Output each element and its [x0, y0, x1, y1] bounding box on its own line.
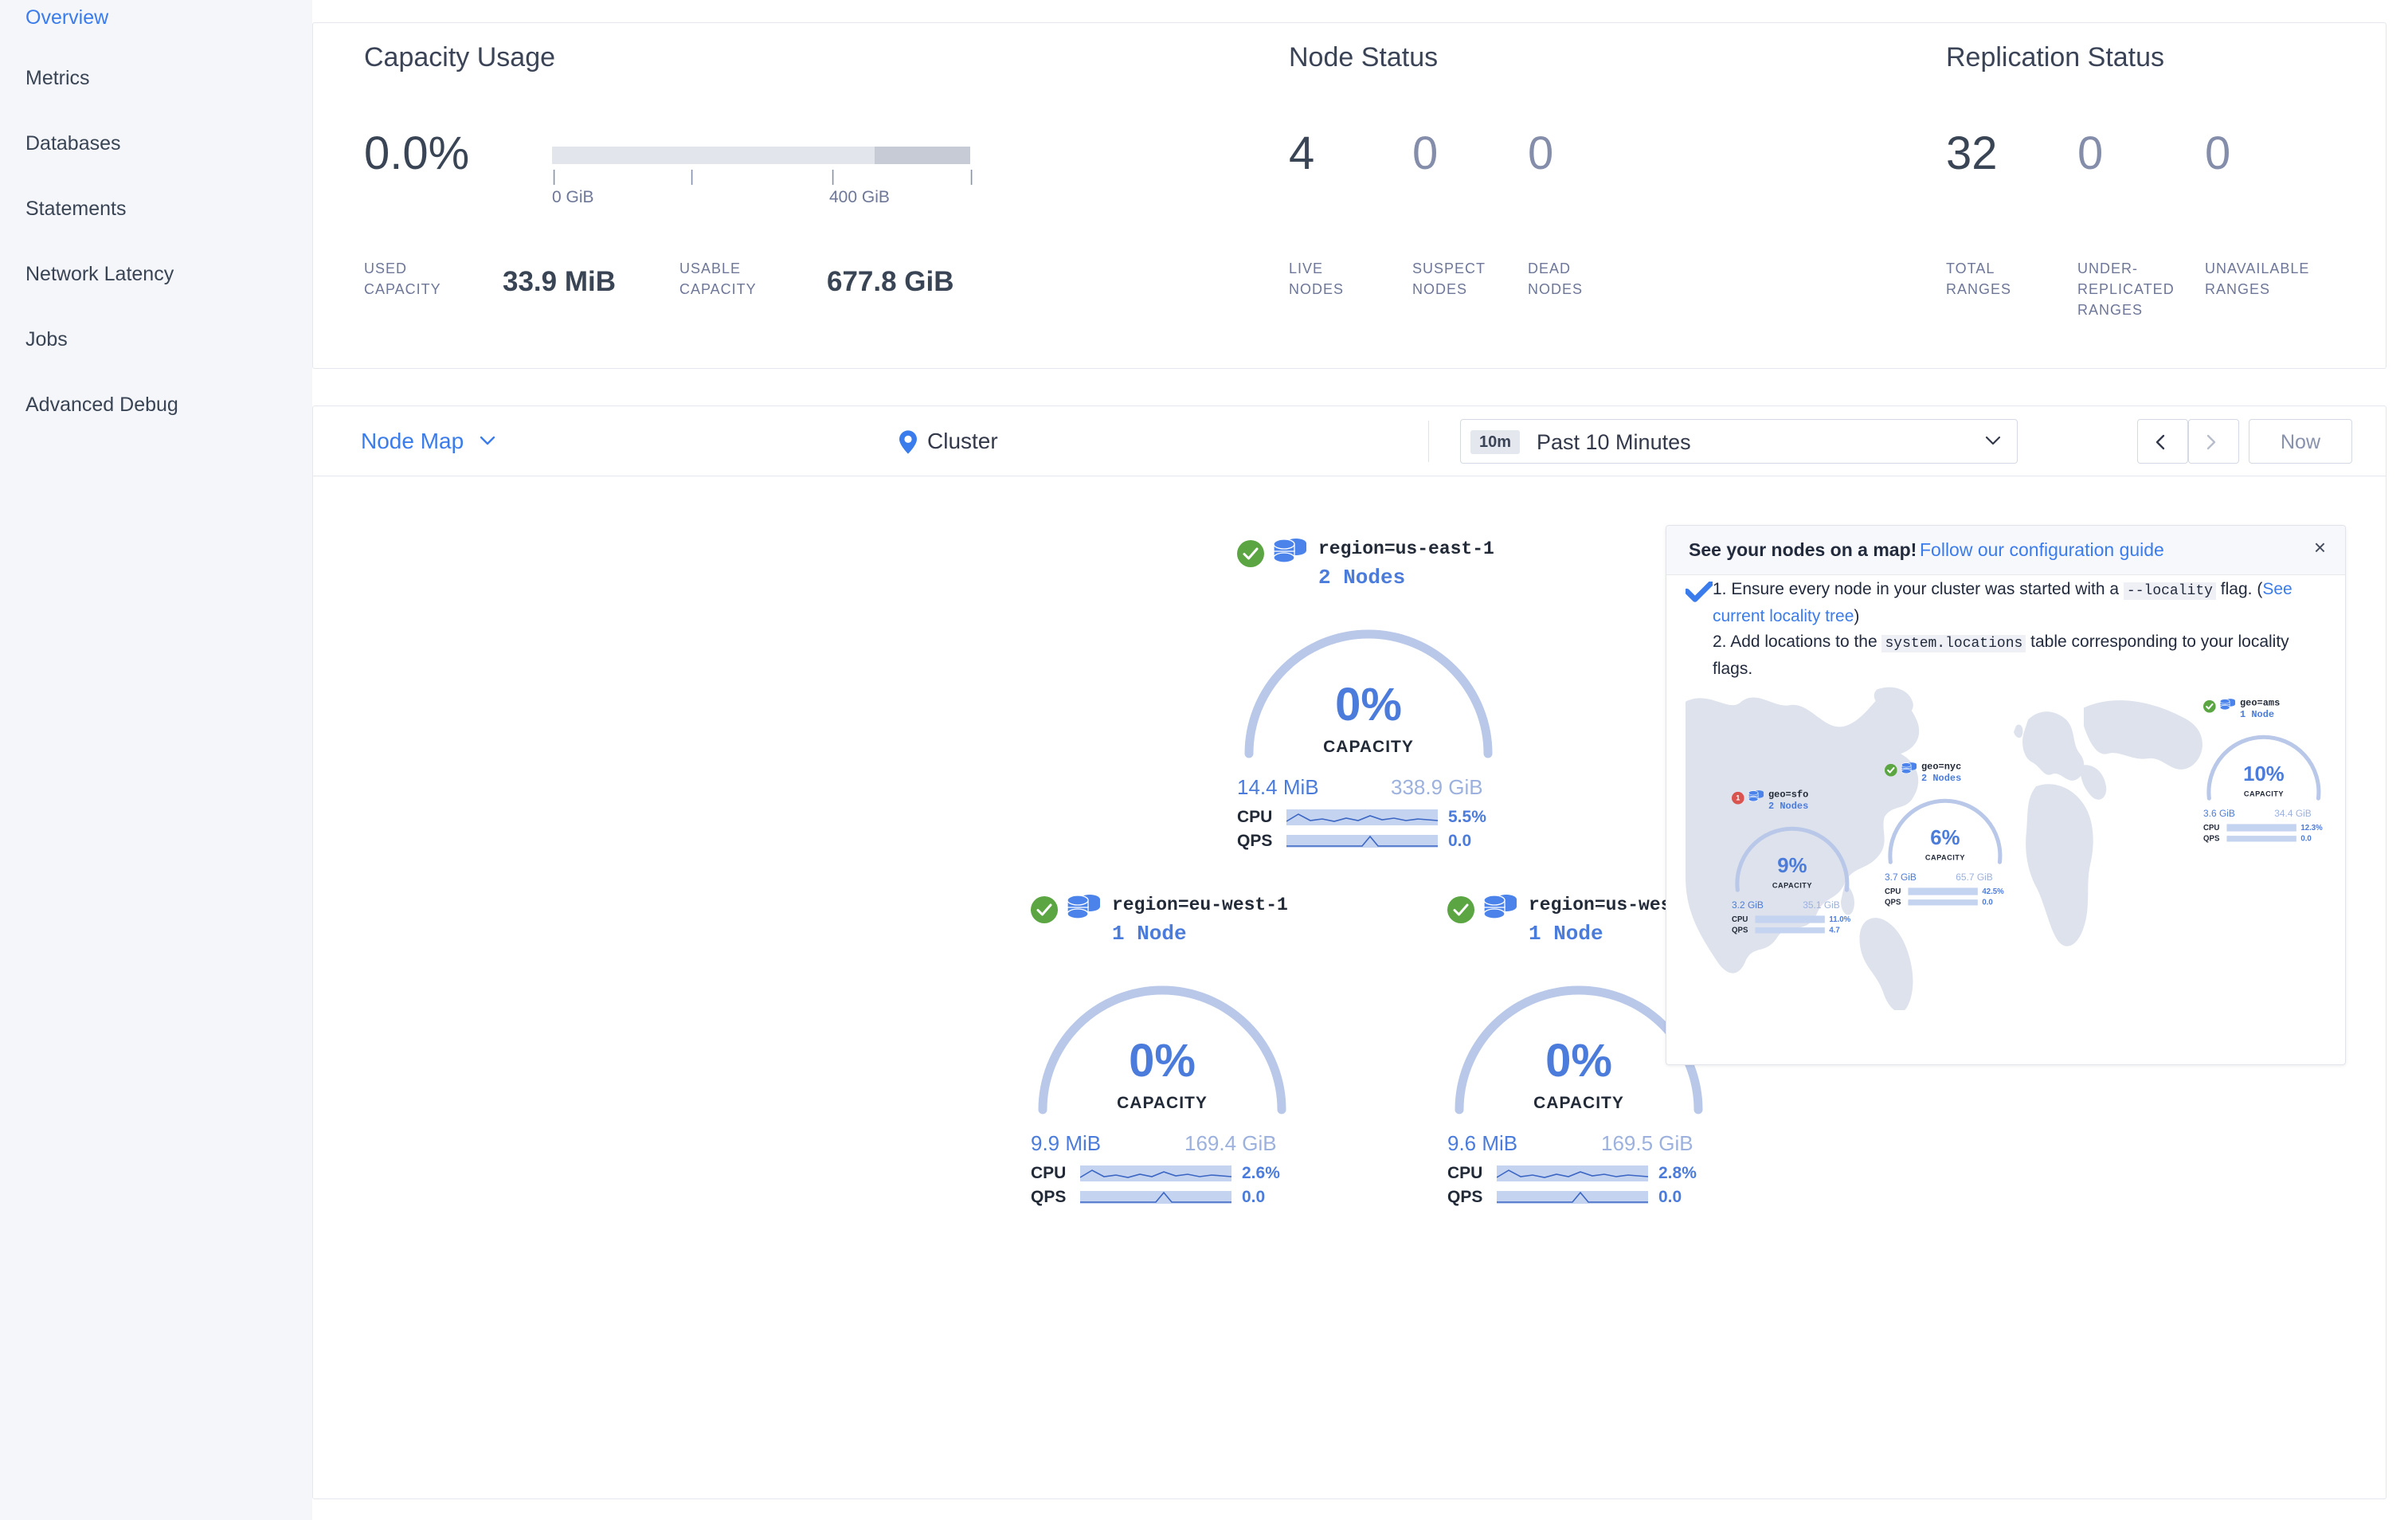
svg-text:1: 1 [1736, 794, 1740, 802]
